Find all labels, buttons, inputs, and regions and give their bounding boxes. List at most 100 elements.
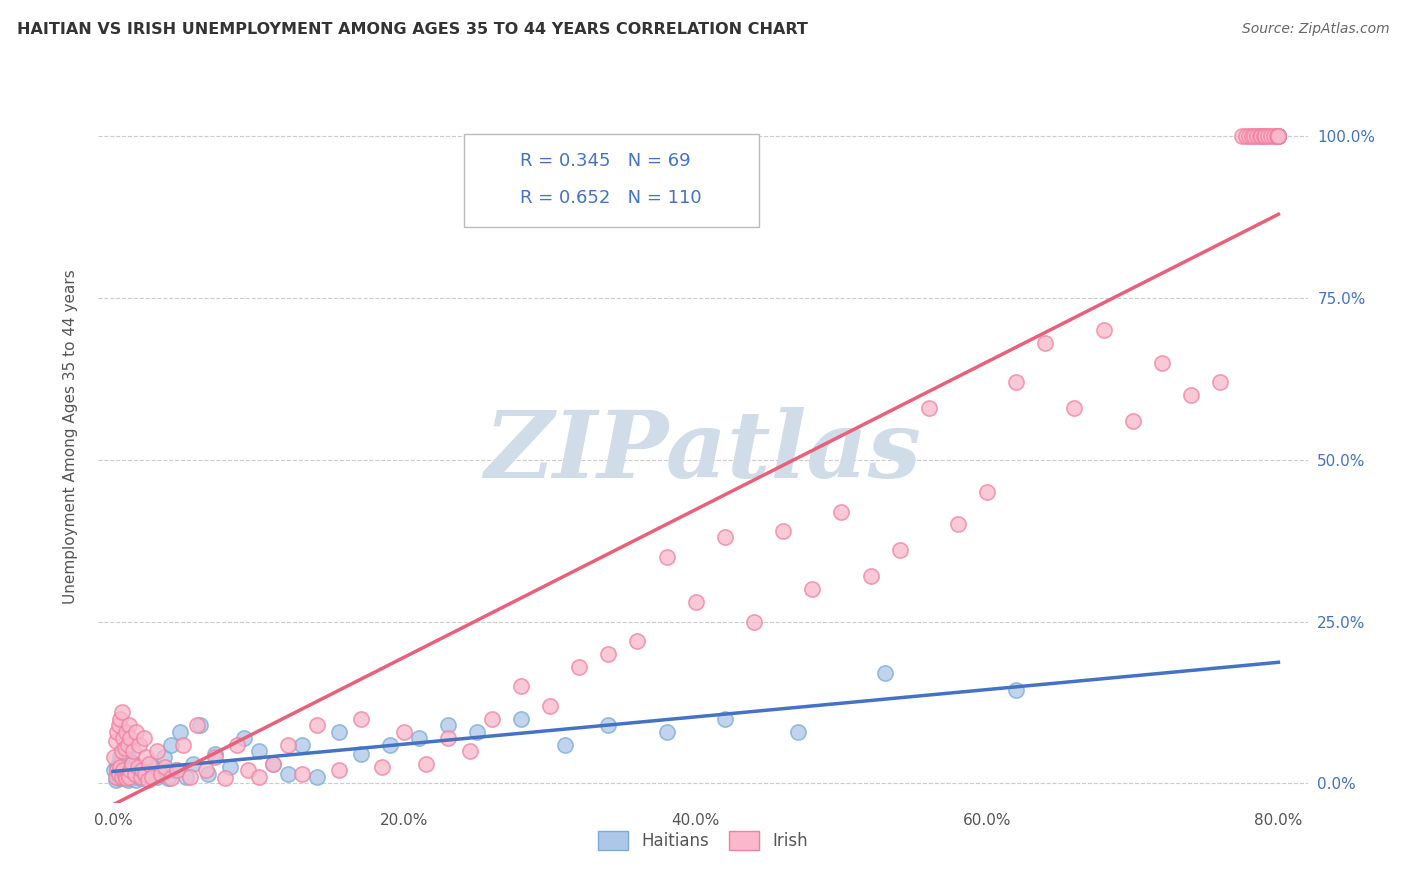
Point xyxy=(120,731,142,745)
Point xyxy=(197,766,219,780)
Point xyxy=(105,764,128,778)
Point xyxy=(685,595,707,609)
Point xyxy=(1263,129,1285,144)
Point xyxy=(1243,129,1265,144)
Point xyxy=(714,712,737,726)
Point xyxy=(598,647,620,661)
Point xyxy=(166,764,188,778)
Point xyxy=(105,766,128,780)
Point xyxy=(830,504,852,518)
Point xyxy=(1257,129,1279,144)
Point xyxy=(160,738,183,752)
Point xyxy=(179,770,201,784)
Point xyxy=(124,758,146,772)
Point xyxy=(291,738,314,752)
Point xyxy=(786,724,808,739)
Point xyxy=(108,766,131,780)
Point xyxy=(103,764,125,778)
Point xyxy=(131,766,153,780)
Point xyxy=(111,769,134,783)
Point xyxy=(112,731,135,745)
Point xyxy=(465,724,488,739)
Point xyxy=(328,764,350,778)
Point xyxy=(655,549,678,564)
Point xyxy=(204,750,226,764)
Point xyxy=(145,744,167,758)
Point xyxy=(131,764,153,778)
Point xyxy=(1267,129,1289,144)
Point xyxy=(108,718,131,732)
Point xyxy=(772,524,794,538)
Point xyxy=(1267,129,1289,144)
Point xyxy=(150,766,173,780)
Text: R = 0.345   N = 69: R = 0.345 N = 69 xyxy=(520,152,690,169)
Point xyxy=(918,401,941,415)
Legend: Haitians, Irish: Haitians, Irish xyxy=(592,824,814,856)
Point xyxy=(117,764,139,778)
Point xyxy=(128,738,150,752)
Point xyxy=(115,756,138,771)
Point xyxy=(626,634,648,648)
Point xyxy=(145,770,167,784)
Text: R = 0.652   N = 110: R = 0.652 N = 110 xyxy=(520,189,702,207)
Point xyxy=(568,660,591,674)
Point xyxy=(149,766,172,780)
Point xyxy=(186,718,208,732)
Point xyxy=(128,762,150,776)
Point xyxy=(125,724,148,739)
Point xyxy=(1249,129,1271,144)
Point xyxy=(801,582,824,597)
Point xyxy=(1209,375,1232,389)
Point xyxy=(408,731,430,745)
Point xyxy=(105,760,128,774)
Point xyxy=(509,712,531,726)
Text: HAITIAN VS IRISH UNEMPLOYMENT AMONG AGES 35 TO 44 YEARS CORRELATION CHART: HAITIAN VS IRISH UNEMPLOYMENT AMONG AGES… xyxy=(17,22,807,37)
Point xyxy=(859,569,882,583)
Point xyxy=(350,712,373,726)
Point xyxy=(129,770,152,784)
Point xyxy=(141,760,163,774)
Point xyxy=(598,718,620,732)
Point xyxy=(1250,129,1272,144)
Point xyxy=(538,698,561,713)
Point xyxy=(112,760,135,774)
Point xyxy=(104,773,127,788)
Point xyxy=(247,770,270,784)
Point xyxy=(165,764,187,778)
Point xyxy=(1265,129,1288,144)
Point xyxy=(371,760,394,774)
Point xyxy=(117,766,139,780)
Point xyxy=(138,756,160,771)
Point xyxy=(153,750,176,764)
Point xyxy=(115,724,138,739)
Point xyxy=(169,724,191,739)
Point xyxy=(108,756,131,771)
Point xyxy=(214,771,236,785)
Point xyxy=(124,766,146,780)
Text: Source: ZipAtlas.com: Source: ZipAtlas.com xyxy=(1241,22,1389,37)
Point xyxy=(1063,401,1085,415)
Point xyxy=(481,712,503,726)
Point xyxy=(129,771,152,785)
Point xyxy=(174,770,197,784)
Point xyxy=(437,731,460,745)
Point xyxy=(117,738,139,752)
Point xyxy=(155,760,177,774)
Point xyxy=(291,766,314,780)
Point xyxy=(120,760,142,774)
Point xyxy=(117,773,139,788)
Point xyxy=(110,712,132,726)
Point xyxy=(132,731,155,745)
Point xyxy=(1092,323,1115,337)
Point xyxy=(415,756,437,771)
Point xyxy=(181,756,204,771)
Point xyxy=(138,769,160,783)
Point xyxy=(1254,129,1277,144)
Point xyxy=(1267,129,1289,144)
Point xyxy=(114,766,136,780)
Point xyxy=(233,731,256,745)
Point xyxy=(262,756,284,771)
Point xyxy=(124,770,146,784)
Point xyxy=(1150,356,1173,370)
Point xyxy=(157,771,180,785)
